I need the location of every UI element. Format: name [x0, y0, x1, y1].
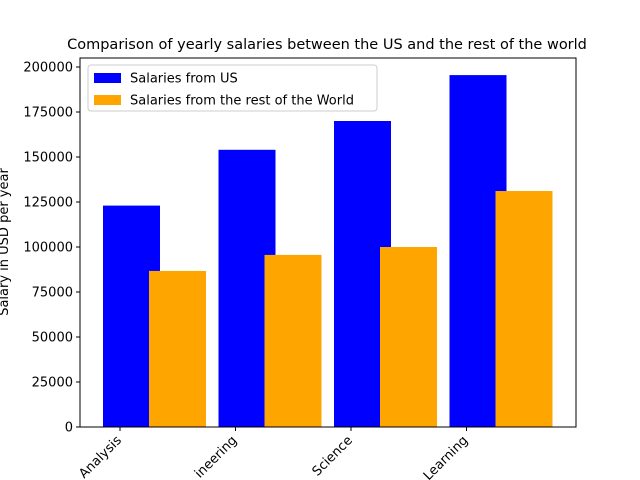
x-tick-label: Learning	[421, 433, 472, 480]
x-tick-label: ineering	[192, 433, 240, 480]
y-tick-label: 175000	[23, 106, 73, 121]
x-tick-label: Science	[310, 433, 356, 479]
y-tick-label: 150000	[23, 151, 73, 166]
y-tick-label: 100000	[23, 241, 73, 256]
legend-label: Salaries from the rest of the World	[130, 94, 354, 109]
y-tick-label: 25000	[32, 376, 73, 391]
plot-frame	[79, 57, 577, 428]
legend-box	[87, 64, 378, 112]
y-axis-label: Salary in USD per year	[0, 168, 12, 316]
y-tick-label: 0	[65, 421, 73, 436]
bar	[264, 254, 322, 427]
y-tick-label: 75000	[32, 286, 73, 301]
y-tick-label: 200000	[23, 61, 73, 76]
bar	[495, 191, 553, 427]
y-tick-label: 50000	[32, 331, 73, 346]
y-tick-label: 125000	[23, 196, 73, 211]
bar	[380, 247, 437, 427]
legend-label: Salaries from US	[130, 72, 238, 87]
legend-swatch	[94, 95, 121, 105]
bar	[149, 270, 206, 427]
legend-swatch	[94, 73, 121, 83]
chart-title: Comparison of yearly salaries between th…	[67, 37, 587, 53]
x-tick-label: Analysis	[76, 433, 125, 480]
